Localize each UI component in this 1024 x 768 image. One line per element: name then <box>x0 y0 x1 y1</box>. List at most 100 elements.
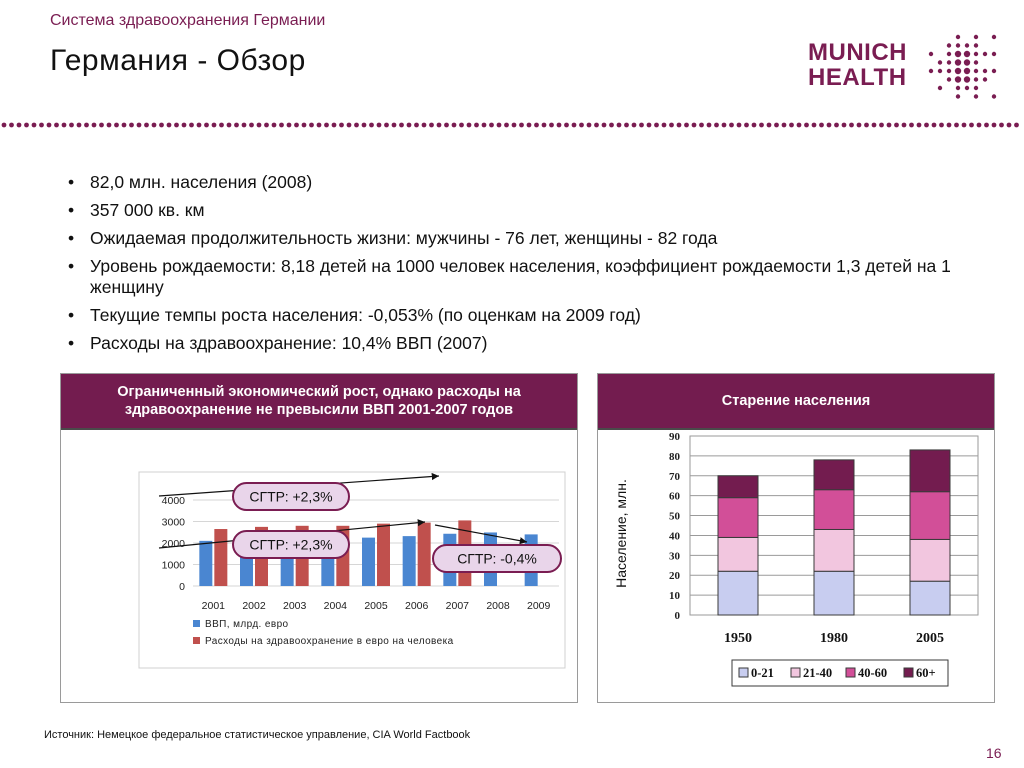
divider-dot <box>571 122 577 128</box>
logo-dot <box>973 43 979 48</box>
logo-dot <box>973 51 979 57</box>
divider-dot <box>1 122 7 128</box>
divider-dot <box>924 122 929 128</box>
divider-dot <box>24 122 29 128</box>
stacked-bar-segment <box>813 489 855 530</box>
divider-dot <box>841 122 847 128</box>
divider-dot <box>894 122 899 128</box>
bar <box>377 523 390 586</box>
divider-dot <box>661 122 667 128</box>
divider-dot <box>624 122 629 128</box>
logo-dot <box>937 60 943 65</box>
legend-swatch <box>790 667 801 678</box>
x-tick-label: 2002 <box>242 600 266 612</box>
divider-dot <box>384 122 389 128</box>
divider-dot <box>886 122 892 128</box>
x-tick-label: 1980 <box>820 631 848 646</box>
stacked-bar-segment <box>909 491 951 540</box>
divider-dot <box>541 122 547 128</box>
divider-dot <box>256 122 262 128</box>
legend-swatch <box>845 667 856 678</box>
divider-dot <box>969 122 974 128</box>
cagr-badge <box>232 482 350 511</box>
cagr-label: СГТР: +2,3% <box>249 537 332 553</box>
divider-dot <box>976 122 982 128</box>
divider-dot <box>346 122 352 128</box>
divider-dot <box>489 122 494 128</box>
y-tick-label: 40 <box>669 530 681 542</box>
divider-dot <box>211 122 217 128</box>
divider-dot <box>436 122 442 128</box>
source-note: Источник: Немецкое федеральное статистич… <box>44 729 471 741</box>
divider-dot <box>594 122 599 128</box>
list-item: Расходы на здравоохранение: 10,4% ВВП (2… <box>68 333 968 354</box>
bar <box>417 522 431 586</box>
bar <box>214 529 228 586</box>
logo-dot <box>973 85 979 91</box>
slide-title: Германия - Обзор <box>50 44 306 77</box>
divider-dot <box>241 122 247 128</box>
divider-dot <box>736 122 742 128</box>
divider-dot <box>819 122 824 128</box>
list-item: Текущие темпы роста населения: -0,053% (… <box>68 305 968 326</box>
list-item: Ожидаемая продолжительность жизни: мужчи… <box>68 228 968 249</box>
divider-dot <box>9 122 14 128</box>
divider-dot <box>984 122 989 128</box>
logo-dot <box>963 76 971 83</box>
divider-dot <box>294 122 299 128</box>
divider-dot <box>796 122 802 128</box>
divider-dot <box>751 122 757 128</box>
list-item: Уровень рождаемости: 8,18 детей на 1000 … <box>68 256 968 298</box>
divider-dot <box>954 122 959 128</box>
logo-dot <box>973 68 979 74</box>
x-tick-label: 2004 <box>324 600 348 612</box>
divider-dot <box>721 122 727 128</box>
logo-dot <box>955 85 961 91</box>
divider-dot <box>361 122 367 128</box>
x-tick-label: 2001 <box>202 600 226 612</box>
divider-dot <box>324 122 329 128</box>
divider-dot <box>774 122 779 128</box>
logo-dot <box>955 34 961 40</box>
divider-dot <box>766 122 772 128</box>
logo-dot <box>973 34 979 40</box>
stacked-bar-segment <box>813 528 855 572</box>
y-tick-label: 4000 <box>162 495 186 507</box>
divider-dot <box>909 122 914 128</box>
logo-dot <box>991 68 997 74</box>
y-tick-label: 3000 <box>162 517 186 529</box>
divider-dot <box>114 122 119 128</box>
x-tick-label: 2005 <box>916 631 944 646</box>
x-tick-label: 1950 <box>724 631 752 646</box>
divider-dot <box>699 122 704 128</box>
economy-panel-header: Ограниченный экономический рост, однако … <box>61 374 577 430</box>
divider-dot <box>39 122 44 128</box>
divider-dot <box>534 122 539 128</box>
divider-dot <box>196 122 202 128</box>
divider-dot <box>406 122 412 128</box>
legend-label: Расходы на здравоохранение в евро на чел… <box>205 636 454 647</box>
population-aging-chart: 0 10 20 30 40 50 60 70 80 90 Население, млн. 1950 19… <box>613 431 979 687</box>
divider-dot <box>714 122 719 128</box>
aging-panel-header: Старение населения <box>598 374 994 430</box>
legend-label: 0-21 <box>751 666 774 680</box>
page-number: 16 <box>986 745 1002 761</box>
divider-dot <box>106 122 112 128</box>
divider-dot <box>286 122 292 128</box>
logo-dot <box>954 59 962 66</box>
divider-dot <box>144 122 149 128</box>
divider-dot <box>226 122 232 128</box>
divider-dot <box>136 122 142 128</box>
divider-dot <box>999 122 1004 128</box>
stacked-bar-segment <box>717 536 759 572</box>
divider-dot <box>54 122 59 128</box>
divider-dot <box>946 122 952 128</box>
divider-dot <box>264 122 269 128</box>
divider-dot <box>189 122 194 128</box>
divider-dot <box>849 122 854 128</box>
list-item: 82,0 млн. населения (2008) <box>68 172 968 193</box>
divider-dot <box>99 122 104 128</box>
divider-dot <box>121 122 127 128</box>
logo-dot <box>973 60 979 65</box>
facts-list: 82,0 млн. населения (2008) 357 000 кв. к… <box>68 172 968 361</box>
